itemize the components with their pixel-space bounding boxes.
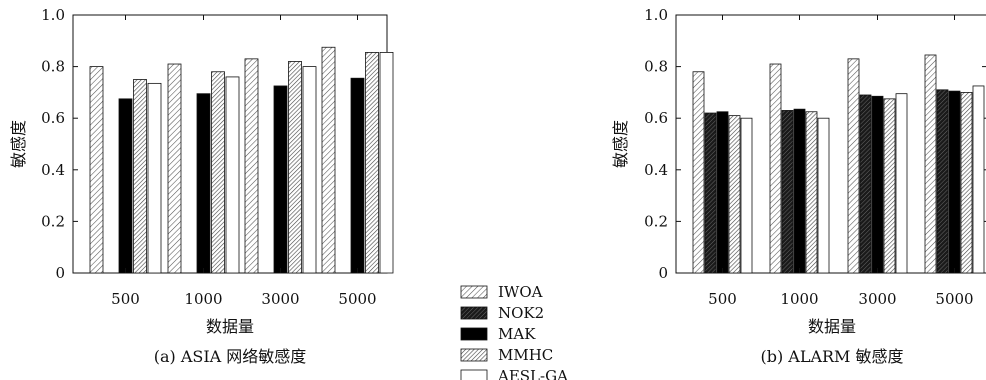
bar-mmhc-5000 bbox=[960, 92, 973, 274]
bar-mak-500 bbox=[716, 111, 729, 274]
bar-mmhc-5000 bbox=[365, 52, 379, 274]
bar-iwoa-500 bbox=[692, 71, 705, 274]
legend-label-iwoa: IWOA bbox=[498, 283, 543, 301]
chart-caption: (a) ASIA 网络敏感度 bbox=[154, 347, 307, 366]
legend-label-aesl-ga: AESL-GA bbox=[497, 367, 568, 380]
bar-aesl-ga-500 bbox=[147, 82, 162, 274]
x-tick-label: 5000 bbox=[935, 290, 973, 308]
y-tick-label: 0 bbox=[658, 264, 668, 282]
legend-swatch-mmhc bbox=[460, 348, 488, 362]
x-tick-label: 500 bbox=[111, 290, 140, 308]
bar-nok2-5000 bbox=[936, 89, 949, 274]
x-ticks: 500 1000 3000 5000 bbox=[111, 15, 377, 308]
bar-mmhc-1000 bbox=[805, 111, 818, 274]
bar-mak-5000 bbox=[350, 77, 365, 274]
x-tick-label: 1000 bbox=[780, 290, 818, 308]
bar-aesl-ga-1000 bbox=[225, 76, 240, 274]
bar-mmhc-500 bbox=[133, 79, 147, 274]
bar-nok2-500 bbox=[704, 112, 717, 274]
bar-aesl-ga-1000 bbox=[817, 117, 830, 274]
x-ticks: 500 1000 3000 5000 bbox=[708, 15, 974, 308]
bar-mak-1000 bbox=[793, 108, 806, 274]
legend: IWOA NOK2 MAK MMHC AESL-GA bbox=[460, 283, 568, 380]
bar-iwoa-5000 bbox=[321, 46, 336, 274]
legend-label-mmhc: MMHC bbox=[498, 346, 553, 364]
legend-swatch-mak bbox=[460, 327, 488, 341]
bar-mmhc-3000 bbox=[288, 61, 302, 274]
bar-mak-1000 bbox=[196, 93, 211, 274]
bar-mak-5000 bbox=[948, 90, 961, 274]
legend-label-nok2: NOK2 bbox=[498, 304, 544, 322]
bar-mmhc-3000 bbox=[883, 98, 896, 274]
legend-swatch-aesl-ga bbox=[460, 369, 488, 380]
x-tick-label: 3000 bbox=[261, 290, 299, 308]
bar-mmhc-500 bbox=[728, 115, 741, 274]
bar-nok2-3000 bbox=[859, 94, 872, 274]
bars bbox=[692, 54, 985, 274]
bar-iwoa-1000 bbox=[167, 63, 182, 274]
legend-label-mak: MAK bbox=[498, 325, 536, 343]
x-tick-label: 500 bbox=[708, 290, 737, 308]
legend-swatch-iwoa bbox=[460, 285, 488, 299]
plot-frame bbox=[675, 14, 986, 274]
bar-nok2-1000 bbox=[781, 110, 794, 274]
bar-iwoa-1000 bbox=[769, 63, 782, 274]
bar-iwoa-3000 bbox=[847, 58, 860, 274]
y-tick-label: 0.2 bbox=[644, 212, 668, 230]
x-tick-label: 3000 bbox=[858, 290, 896, 308]
x-tick-label: 5000 bbox=[338, 290, 376, 308]
bar-aesl-ga-500 bbox=[740, 117, 753, 274]
bar-aesl-ga-3000 bbox=[895, 93, 908, 274]
bar-iwoa-500 bbox=[89, 66, 104, 274]
chart-panel-asia: 0 0.2 0.4 0.6 0.8 1.0 500 1000 3000 5000 敏感度 数据量… bbox=[9, 6, 394, 366]
x-axis-label: 数据量 bbox=[206, 317, 254, 336]
bar-iwoa-5000 bbox=[924, 54, 937, 274]
y-tick-label: 1.0 bbox=[41, 6, 65, 24]
y-tick-label: 0.4 bbox=[644, 161, 668, 179]
y-tick-label: 0.6 bbox=[41, 109, 65, 127]
bar-aesl-ga-3000 bbox=[302, 66, 317, 274]
y-tick-label: 1.0 bbox=[644, 6, 668, 24]
chart-panel-alarm: 0 0.2 0.4 0.6 0.8 1.0 500 1000 3000 5000 敏感度 数据量… bbox=[611, 6, 986, 366]
y-tick-label: 0.8 bbox=[41, 58, 65, 76]
x-tick-label: 1000 bbox=[184, 290, 222, 308]
y-tick-label: 0.2 bbox=[41, 212, 65, 230]
y-axis-label: 敏感度 bbox=[611, 120, 630, 168]
bar-mak-500 bbox=[118, 98, 133, 274]
bars bbox=[89, 46, 394, 274]
bar-aesl-ga-5000 bbox=[972, 85, 985, 274]
x-axis-label: 数据量 bbox=[808, 317, 856, 336]
bar-iwoa-3000 bbox=[244, 58, 259, 274]
bar-mmhc-1000 bbox=[211, 71, 225, 274]
y-tick-label: 0 bbox=[55, 264, 65, 282]
y-tick-label: 0.8 bbox=[644, 58, 668, 76]
bar-mak-3000 bbox=[273, 85, 288, 274]
y-axis-label: 敏感度 bbox=[9, 120, 28, 168]
bar-aesl-ga-5000 bbox=[379, 52, 394, 274]
y-tick-label: 0.4 bbox=[41, 161, 65, 179]
legend-swatch-nok2 bbox=[460, 306, 488, 320]
chart-caption: (b) ALARM 敏感度 bbox=[760, 347, 903, 366]
bar-mak-3000 bbox=[871, 95, 884, 274]
y-tick-label: 0.6 bbox=[644, 109, 668, 127]
